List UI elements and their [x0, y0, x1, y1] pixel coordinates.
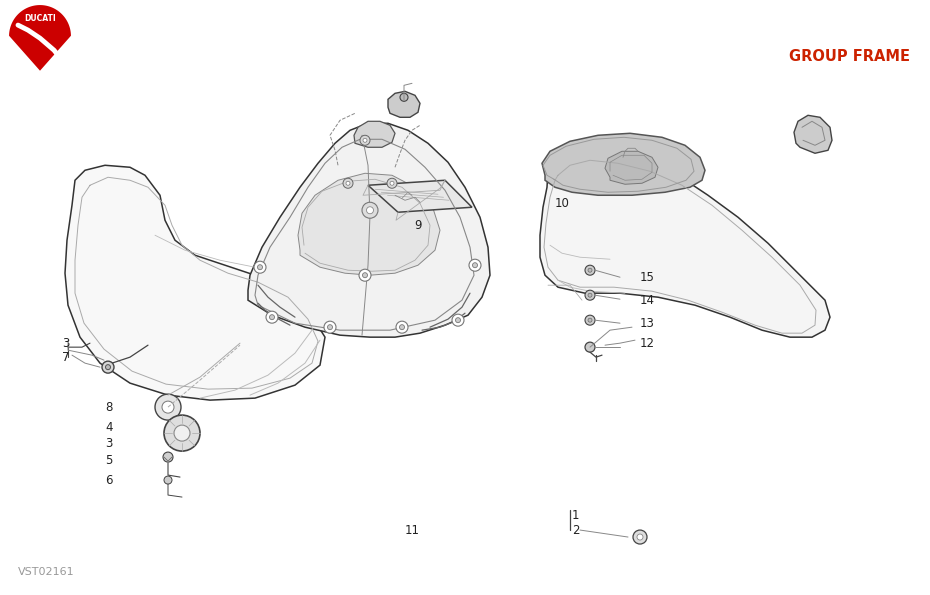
- Text: 3: 3: [62, 337, 70, 350]
- Circle shape: [452, 314, 464, 326]
- Circle shape: [588, 268, 592, 272]
- Polygon shape: [388, 91, 420, 117]
- Text: 3: 3: [105, 437, 113, 450]
- Circle shape: [164, 415, 200, 451]
- Circle shape: [258, 265, 262, 270]
- Circle shape: [588, 318, 592, 322]
- Polygon shape: [794, 115, 832, 154]
- Circle shape: [456, 318, 460, 322]
- Text: 10: 10: [555, 197, 570, 210]
- Circle shape: [105, 365, 111, 369]
- Circle shape: [585, 342, 595, 352]
- Circle shape: [387, 178, 397, 188]
- Polygon shape: [605, 151, 658, 184]
- Circle shape: [469, 259, 481, 271]
- Circle shape: [155, 394, 181, 420]
- Circle shape: [390, 181, 394, 185]
- Circle shape: [254, 261, 266, 273]
- Text: 13: 13: [640, 317, 655, 330]
- Circle shape: [363, 273, 367, 278]
- Circle shape: [362, 202, 378, 218]
- Text: 1: 1: [572, 509, 579, 522]
- Circle shape: [346, 181, 350, 185]
- Circle shape: [163, 452, 173, 462]
- Circle shape: [343, 178, 353, 188]
- Text: 5: 5: [105, 453, 113, 466]
- Text: 9: 9: [414, 219, 421, 231]
- Text: 4: 4: [105, 421, 113, 434]
- Circle shape: [396, 321, 408, 333]
- Circle shape: [472, 263, 477, 268]
- Text: DUCATI: DUCATI: [24, 14, 56, 23]
- Circle shape: [266, 311, 278, 323]
- Text: 2: 2: [572, 524, 579, 537]
- Circle shape: [162, 401, 174, 413]
- Polygon shape: [8, 4, 72, 72]
- Text: 15: 15: [640, 271, 655, 284]
- Circle shape: [637, 534, 643, 540]
- Text: DRAWING 32A - RIDER AND PASSENGER SEAT: DRAWING 32A - RIDER AND PASSENGER SEAT: [434, 17, 910, 36]
- Circle shape: [633, 530, 647, 544]
- Circle shape: [327, 325, 333, 330]
- Circle shape: [324, 321, 336, 333]
- Polygon shape: [354, 121, 395, 148]
- Text: 12: 12: [640, 337, 655, 350]
- Circle shape: [102, 361, 114, 373]
- Circle shape: [164, 476, 172, 484]
- Circle shape: [585, 265, 595, 275]
- Polygon shape: [65, 165, 325, 400]
- Polygon shape: [298, 173, 440, 275]
- Text: 6: 6: [105, 474, 113, 487]
- Circle shape: [588, 293, 592, 297]
- Circle shape: [363, 138, 367, 142]
- Polygon shape: [540, 151, 830, 337]
- Circle shape: [400, 93, 408, 101]
- Polygon shape: [368, 180, 472, 212]
- Polygon shape: [542, 133, 705, 195]
- Text: GROUP FRAME: GROUP FRAME: [789, 49, 910, 64]
- Text: 11: 11: [405, 524, 420, 537]
- Circle shape: [585, 290, 595, 300]
- Circle shape: [400, 325, 405, 330]
- Text: 14: 14: [640, 294, 655, 306]
- Circle shape: [174, 425, 190, 441]
- Text: 8: 8: [105, 400, 113, 414]
- Circle shape: [359, 269, 371, 281]
- Text: 7: 7: [62, 350, 70, 364]
- Circle shape: [366, 206, 374, 214]
- Circle shape: [360, 135, 370, 145]
- Circle shape: [270, 315, 274, 320]
- Text: VST02161: VST02161: [18, 567, 74, 577]
- Circle shape: [585, 315, 595, 325]
- Polygon shape: [248, 123, 490, 337]
